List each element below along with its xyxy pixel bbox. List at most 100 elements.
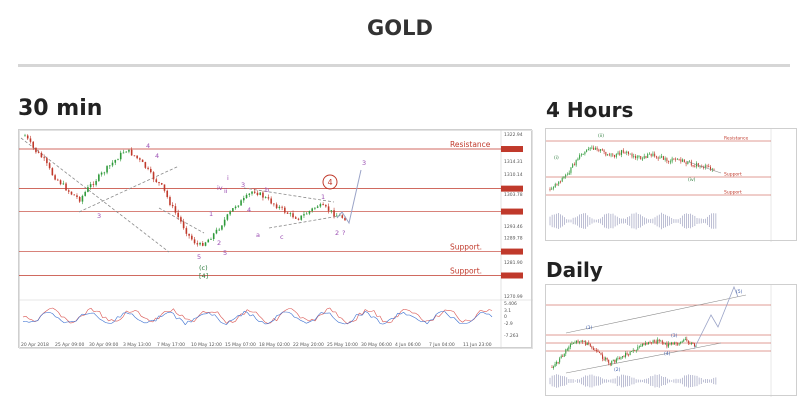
- oscillator-red-line: [191, 320, 195, 322]
- m30-candle-body: [278, 206, 281, 209]
- oscillator-tick-label: -2.9: [504, 321, 513, 327]
- dy-candle-body: [684, 338, 686, 340]
- oscillator-blue-line: [220, 321, 224, 324]
- m30-candle-body: [40, 152, 43, 158]
- oscillator-red-line: [276, 315, 280, 322]
- oscillator-red-line: [135, 310, 139, 312]
- oscillator-red-line: [28, 318, 32, 320]
- h4-candle-body: [607, 154, 609, 156]
- oscillator-red-line: [261, 318, 266, 323]
- oscillator-blue-line: [465, 322, 469, 324]
- oscillator-blue-line: [403, 312, 407, 316]
- h4-candle-body: [561, 177, 563, 182]
- dy-candle-body: [612, 359, 614, 361]
- dy-candle-body: [664, 342, 666, 344]
- dy-candle-body: [605, 357, 607, 360]
- dy-candle-body: [620, 357, 622, 359]
- h4-candle-body: [713, 168, 715, 170]
- dy-candle-body: [686, 338, 688, 341]
- h4-candle-body: [682, 159, 684, 162]
- dy-candle-body: [681, 341, 683, 343]
- h4-candle-body: [675, 158, 677, 160]
- m30-candle-body: [322, 204, 324, 206]
- oscillator-red-line: [126, 310, 130, 313]
- oscillator-red-line: [123, 310, 127, 317]
- m30-candle-body: [103, 172, 106, 174]
- m30-candle-body: [163, 184, 166, 191]
- oscillator-red-line: [129, 311, 133, 313]
- h4-candle-body: [554, 184, 556, 188]
- oscillator-blue-line: [426, 319, 431, 325]
- oscillator-blue-line: [244, 310, 248, 313]
- oscillator-red-line: [137, 311, 142, 317]
- oscillator-red-line: [25, 316, 30, 320]
- h4-candle-body: [645, 156, 647, 158]
- m30-candle-body: [155, 179, 158, 183]
- m30-candle-body: [237, 205, 240, 207]
- m30-candle-body: [284, 207, 286, 213]
- oscillator-blue-line: [111, 321, 115, 324]
- oscillator-blue-line: [199, 313, 204, 316]
- level-label: Resistance: [450, 140, 491, 149]
- m30-candle-body: [147, 167, 149, 169]
- chart-4hours-svg: Resistance Support Support (i) (ii) (iv): [546, 129, 772, 242]
- h4-candle-body: [662, 156, 664, 160]
- m30-candle-body: [294, 217, 297, 219]
- wave-label: (4): [664, 351, 671, 357]
- wave-label: 4: [155, 152, 159, 160]
- dy-candle-body: [556, 362, 558, 364]
- oscillator-red-line: [294, 310, 298, 314]
- wave-label: 2: [217, 239, 221, 247]
- price-tick-label: 1322.94: [504, 132, 523, 138]
- m30-candle-body: [264, 197, 267, 199]
- oscillator-blue-line: [335, 319, 339, 323]
- m30-candle-body: [253, 191, 256, 193]
- dy-candle-body: [562, 356, 564, 357]
- m30-candle-body: [218, 229, 220, 231]
- wave-label: (i): [554, 155, 559, 161]
- oscillator-blue-line: [267, 321, 271, 324]
- oscillator-blue-line: [314, 315, 319, 320]
- title-divider: [18, 64, 790, 67]
- m30-candle-body: [169, 197, 171, 205]
- dy-candle-body: [623, 356, 625, 357]
- m30-candle-body: [87, 187, 89, 192]
- oscillator-red-line: [232, 321, 236, 323]
- h4-candle-body: [636, 156, 638, 159]
- dy-candle-body: [586, 342, 588, 346]
- h4-candle-body: [551, 188, 553, 190]
- m30-candle-body: [119, 152, 122, 160]
- oscillator-tick-label: 5.406: [504, 301, 517, 307]
- h4-candle-body: [703, 167, 705, 168]
- h4-candle-body: [668, 161, 670, 162]
- oscillator-tick-label: 3.1: [504, 308, 511, 314]
- h4-candle-body: [622, 150, 624, 153]
- oscillator-blue-line: [75, 317, 80, 322]
- channel-line: [565, 342, 722, 374]
- m30-candle-body: [193, 239, 196, 244]
- oscillator-blue-line: [131, 313, 136, 318]
- h4-candle-body: [690, 161, 692, 166]
- m30-candle-body: [24, 135, 26, 137]
- oscillator-red-line: [391, 316, 395, 323]
- chart-30min-svg: 1322.941318.181314.311310.141305.461303.…: [19, 130, 533, 349]
- oscillator-red-line: [81, 314, 86, 317]
- h4-candle-body: [589, 148, 591, 150]
- oscillator-blue-line: [341, 322, 345, 325]
- m30-candle-body: [210, 239, 212, 240]
- oscillator-red-line: [270, 318, 274, 323]
- wave-label: 4: [247, 206, 251, 214]
- oscillator-blue-line: [270, 320, 274, 323]
- m30-candle-body: [95, 180, 97, 185]
- m30-candle-body: [29, 138, 32, 142]
- oscillator-red-line: [214, 311, 218, 313]
- h4-candle-body: [610, 154, 612, 156]
- dy-candle-body: [637, 346, 639, 351]
- h4-candle-body: [572, 164, 574, 168]
- wave-label: 5: [223, 249, 227, 257]
- m30-candle-body: [32, 141, 35, 148]
- h4-candle-body: [566, 174, 568, 176]
- m30-candle-body: [240, 200, 242, 206]
- chart-4hours: Resistance Support Support (i) (ii) (iv): [545, 128, 797, 242]
- h4-candle-body: [591, 147, 593, 149]
